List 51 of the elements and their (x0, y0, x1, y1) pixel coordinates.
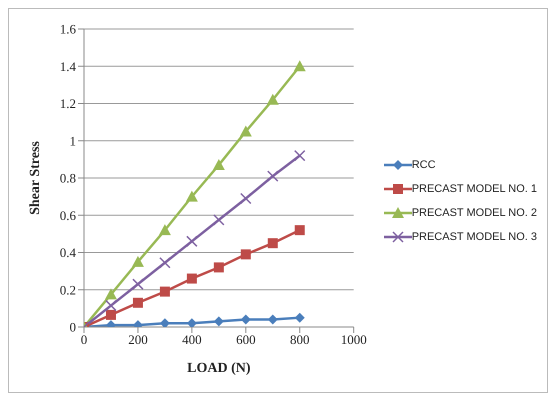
legend-label: RCC (412, 158, 436, 170)
point (132, 256, 144, 267)
x-tick-label: 800 (290, 332, 310, 348)
point (294, 225, 305, 236)
x-axis-title: LOAD (N) (187, 361, 251, 376)
point (294, 312, 305, 323)
y-tick-label: 1 (70, 133, 76, 148)
point (105, 300, 117, 312)
y-tick-label: 1.2 (60, 96, 76, 112)
point (132, 298, 143, 308)
point (160, 318, 170, 327)
point (240, 314, 251, 325)
point (132, 278, 144, 290)
point (212, 158, 225, 170)
point (186, 318, 197, 327)
point (158, 224, 171, 236)
point (268, 238, 278, 248)
point (214, 316, 224, 326)
point (268, 314, 278, 325)
x-tick-label: 600 (236, 332, 256, 348)
legend-label: PRECAST MODEL NO. 2 (412, 206, 537, 218)
legend-label: PRECAST MODEL NO. 3 (412, 230, 537, 242)
x-tick-label: 400 (182, 332, 202, 348)
x-tick-label: 0 (80, 332, 88, 348)
point (106, 310, 116, 320)
y-tick-label: 0.8 (60, 170, 76, 186)
point (213, 214, 225, 226)
point (160, 286, 170, 297)
point (186, 274, 197, 284)
point (294, 60, 306, 72)
point (294, 150, 306, 162)
point (266, 94, 279, 105)
y-tick-label: 0.2 (60, 282, 76, 298)
x-tick-label: 1000 (340, 332, 367, 348)
legend-label: PRECAST MODEL NO. 1 (412, 182, 537, 194)
point (104, 288, 117, 300)
point (214, 262, 224, 272)
y-tick-label: 1.6 (60, 22, 76, 37)
y-tick-label: 0.4 (60, 245, 76, 260)
y-axis-title: Shear Stress (28, 140, 43, 215)
point (240, 249, 251, 260)
y-tick-label: 1.4 (60, 58, 76, 74)
x-tick-label: 200 (128, 332, 148, 348)
point (159, 256, 171, 268)
point (240, 125, 252, 136)
y-tick-label: 0 (70, 320, 76, 335)
point (186, 190, 198, 202)
point (267, 170, 279, 182)
point (240, 192, 252, 204)
y-tick-label: 0.6 (60, 208, 76, 223)
point (186, 236, 198, 248)
